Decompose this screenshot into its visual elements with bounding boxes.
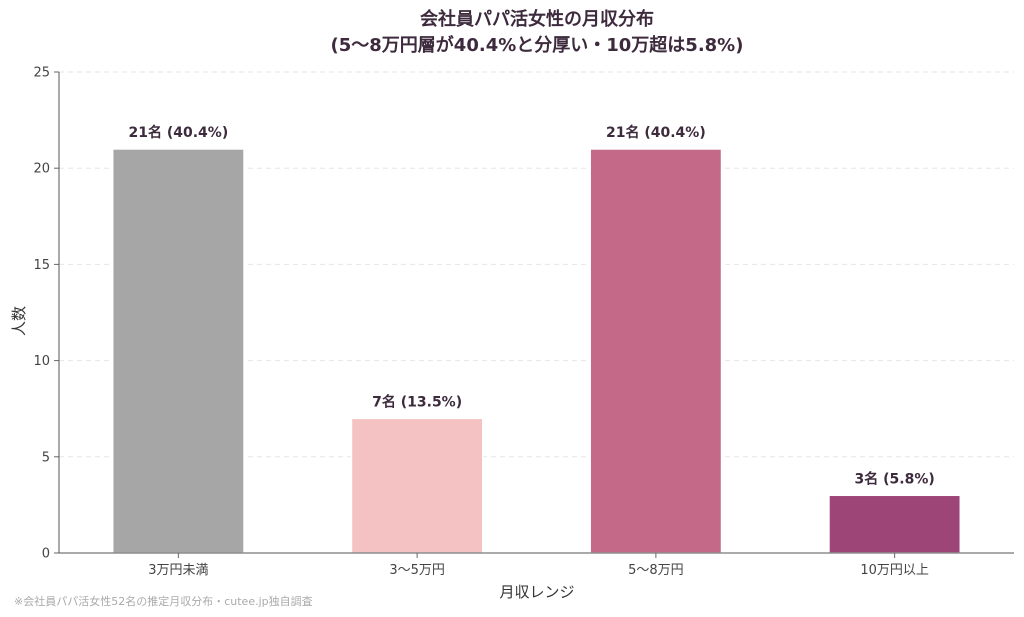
chart-title-line2: (5〜8万円層が40.4%と分厚い・10万超は5.8%) [331,34,744,56]
bar-value-label-3: 3名 (5.8%) [855,470,935,487]
x-tick-label-0: 3万円未満 [148,563,208,578]
bar-value-label-1: 7名 (13.5%) [372,393,462,410]
bar-0 [111,148,245,554]
bar-2 [589,148,723,554]
bars [111,148,962,554]
bar-3 [828,494,962,554]
chart-title-line1: 会社員パパ活女性の月収分布 [420,8,654,30]
y-tick-label-0: 0 [42,547,50,562]
x-axis-label: 月収レンジ [499,583,574,601]
footnote: ※会社員パパ活女性52名の推定月収分布・cutee.jp独自調査 [14,594,313,608]
x-tick-label-2: 5〜8万円 [628,563,684,578]
gridlines [59,71,1014,458]
y-axis: 0 5 10 15 20 25 [33,66,60,562]
y-tick-label-25: 25 [33,66,50,81]
x-axis: 3万円未満 3〜5万円 5〜8万円 10万円以上 [59,552,1014,578]
bar-value-labels: 21名 (40.4%) 7名 (13.5%) 21名 (40.4%) 3名 (5.8%… [129,124,935,487]
x-tick-label-1: 3〜5万円 [389,563,445,578]
bar-value-label-0: 21名 (40.4%) [129,124,229,141]
x-tick-label-3: 10万円以上 [860,563,929,578]
y-tick-label-10: 10 [33,354,50,369]
y-tick-label-20: 20 [33,162,50,177]
y-axis-label: 人数 [10,306,28,336]
y-tick-label-5: 5 [42,450,50,465]
bar-1 [350,417,484,554]
y-tick-label-15: 15 [33,258,50,273]
bar-value-label-2: 21名 (40.4%) [606,124,706,141]
